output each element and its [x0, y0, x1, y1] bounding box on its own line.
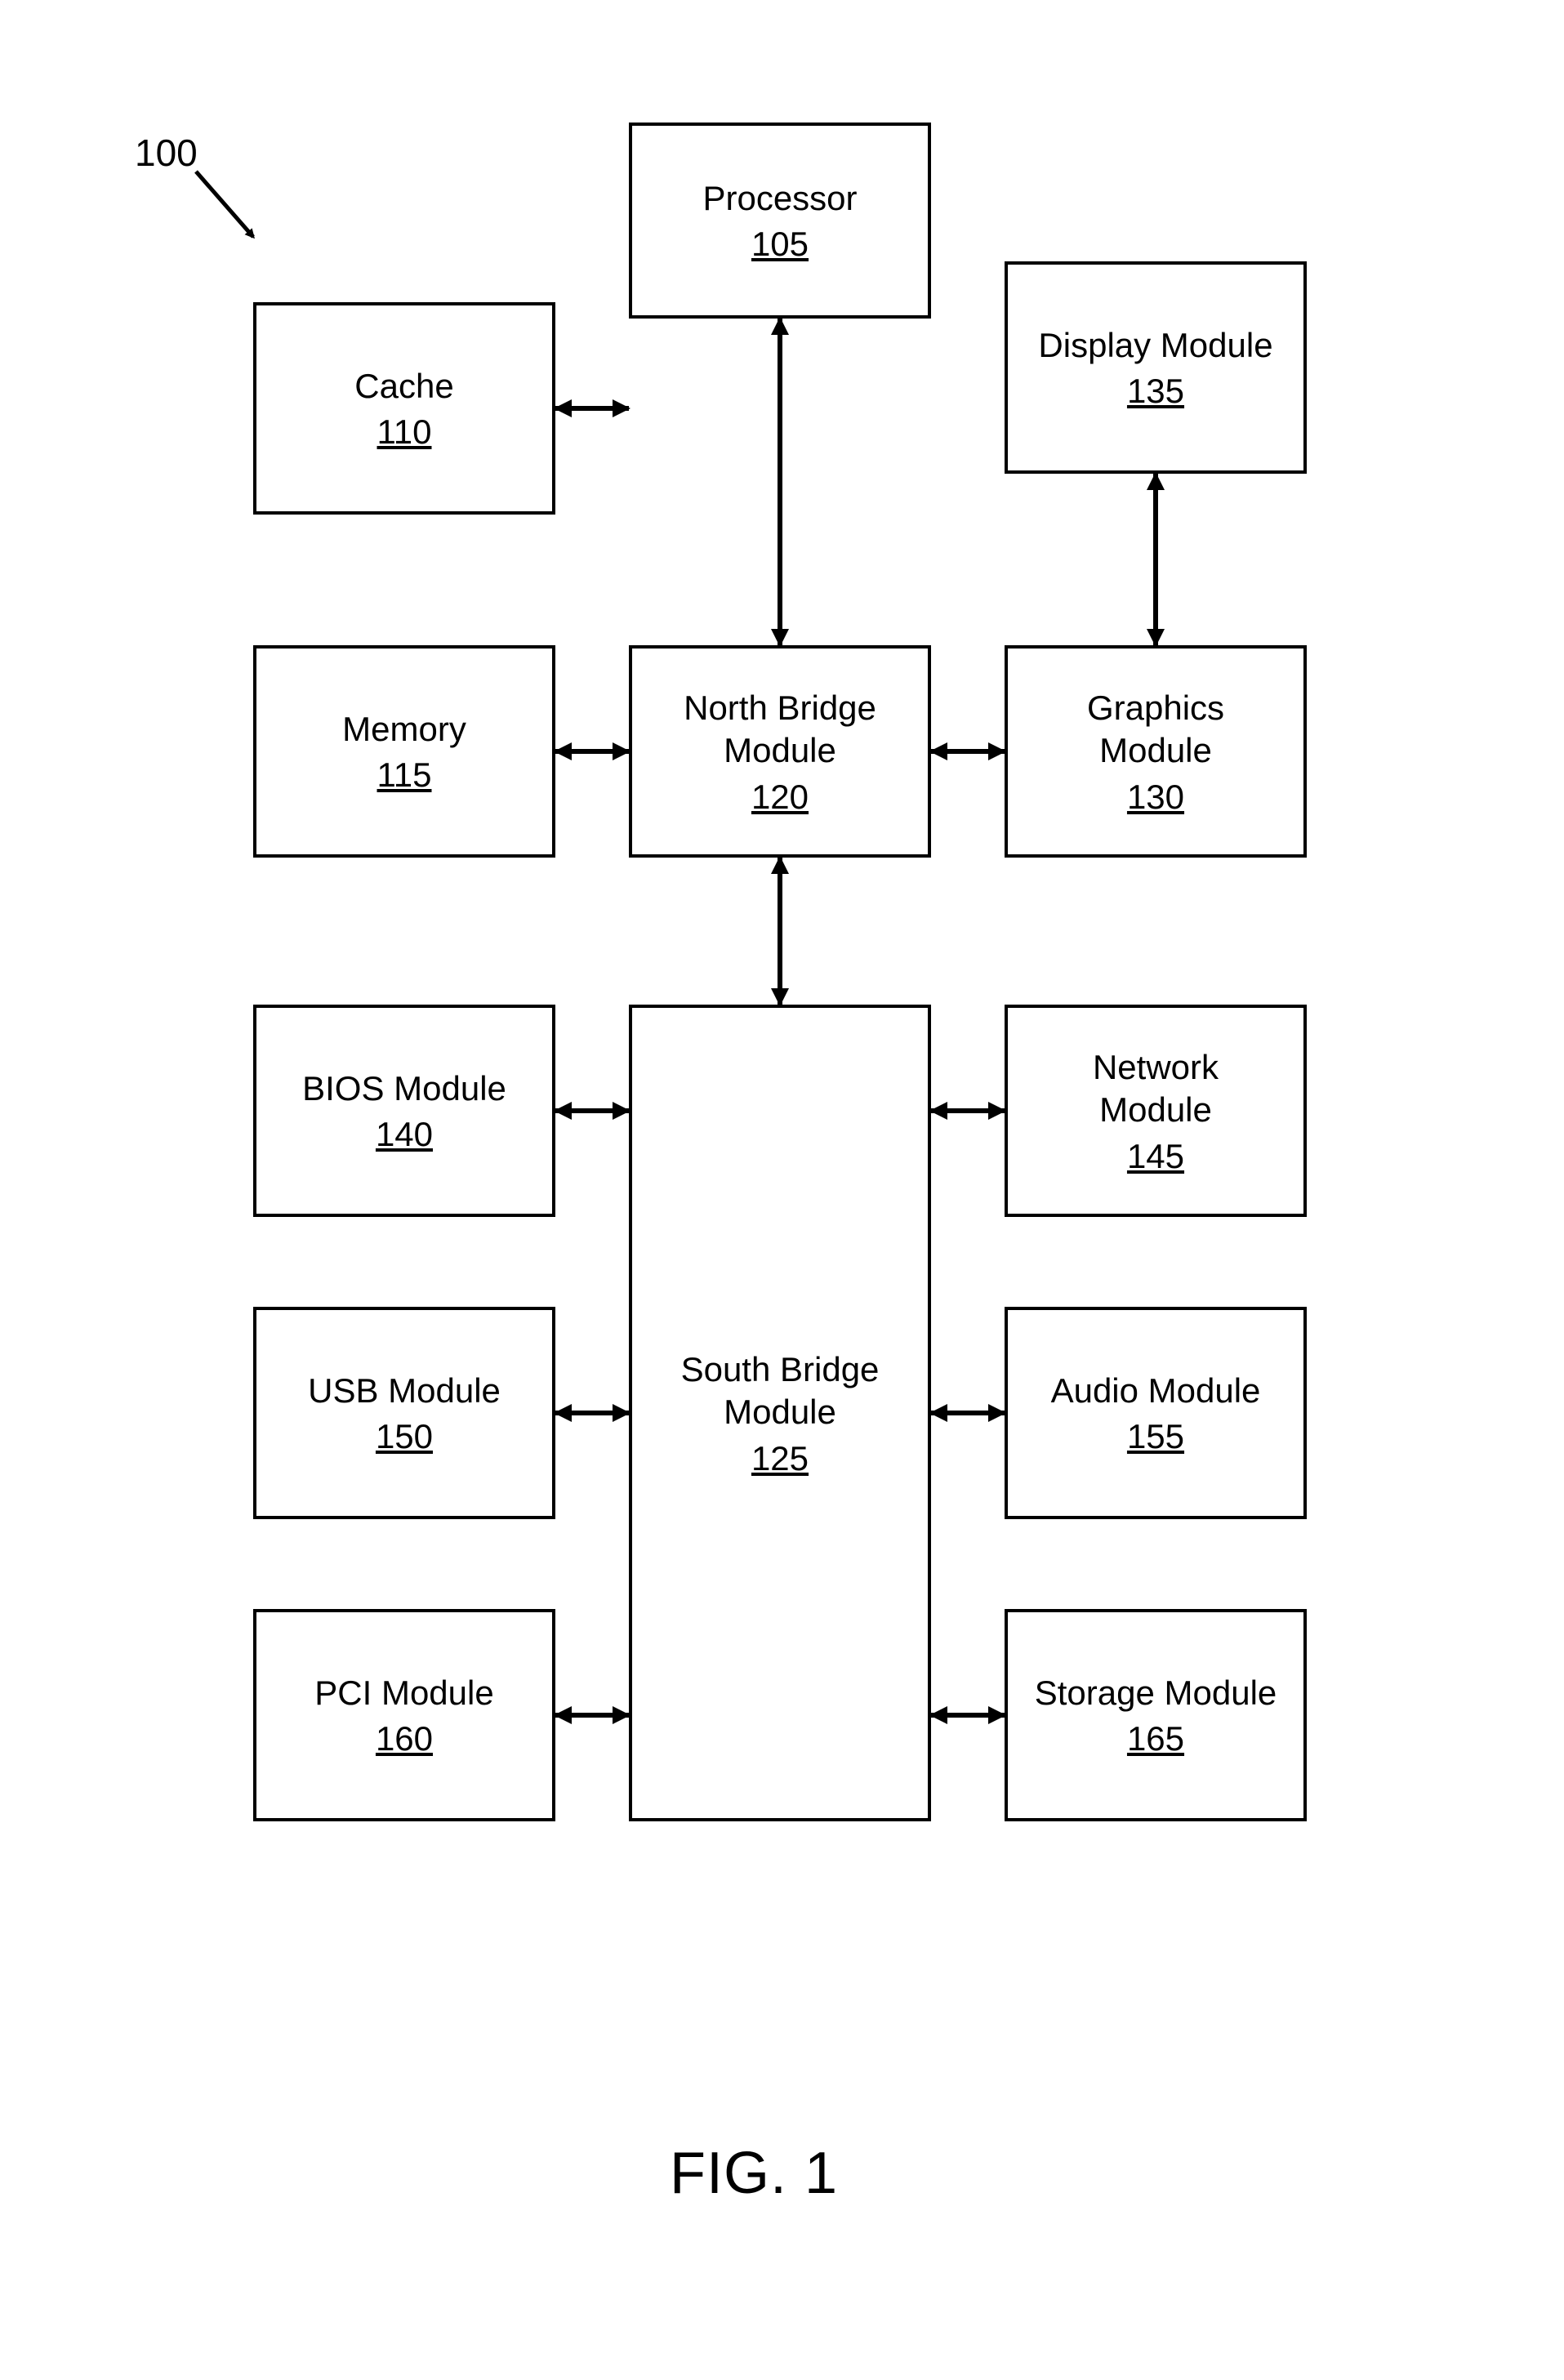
- figure-caption-text: FIG. 1: [670, 2141, 838, 2206]
- edges-layer: [0, 0, 1564, 2380]
- figure-caption: FIG. 1: [670, 2140, 838, 2207]
- diagram-canvas: 100 Processor 105 Cache 110 Display Modu…: [0, 0, 1564, 2380]
